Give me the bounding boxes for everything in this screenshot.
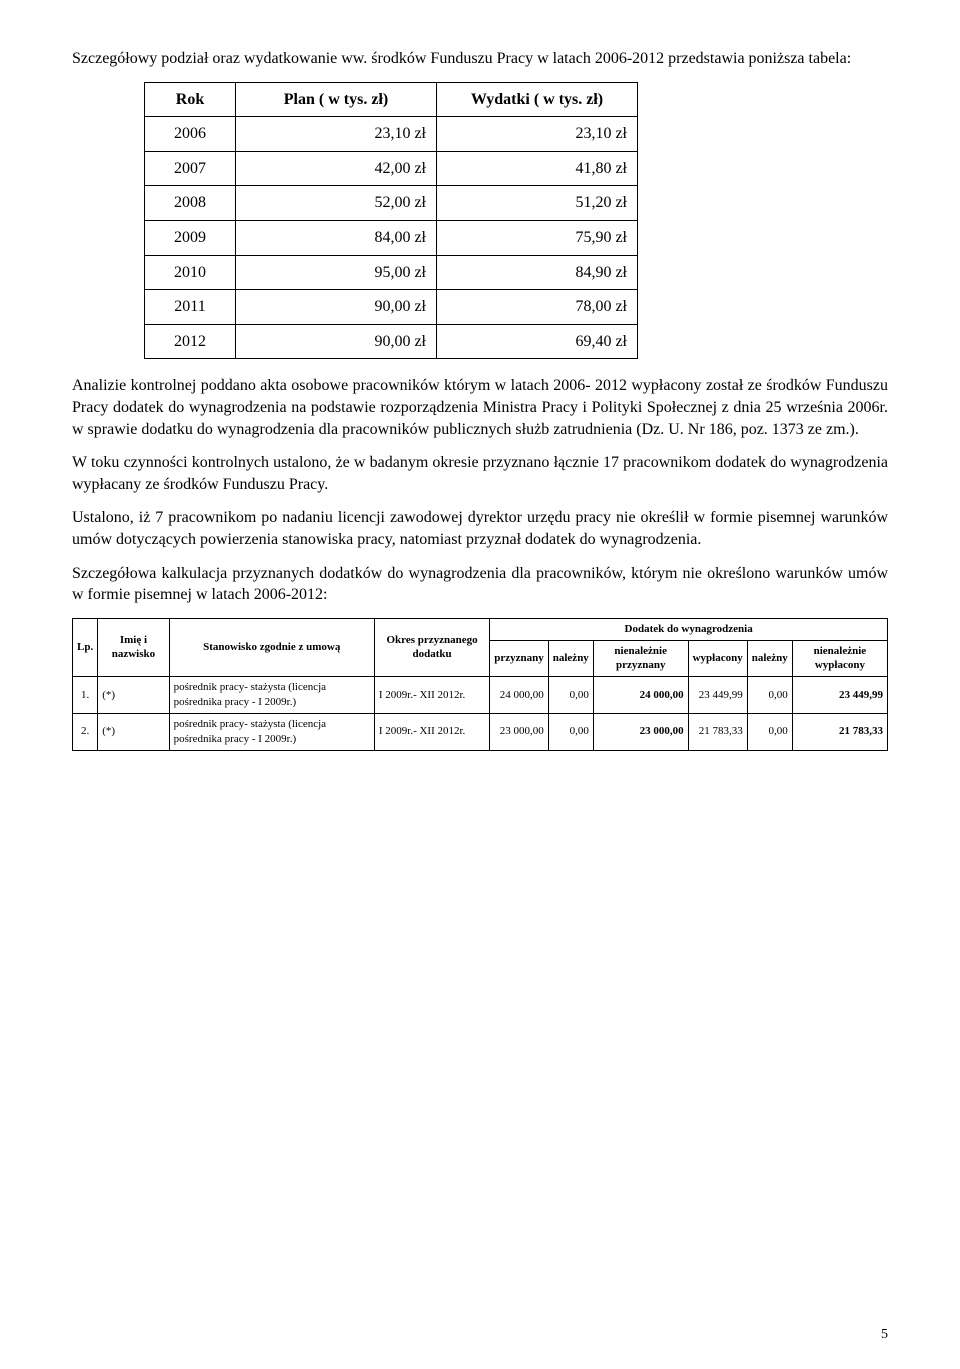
cell-wyplacony: 23 449,99 — [688, 677, 747, 714]
cell-plan: 95,00 zł — [236, 255, 437, 290]
cell-year: 2009 — [145, 220, 236, 255]
cell-lp: 1. — [73, 677, 98, 714]
funds-table: Rok Plan ( w tys. zł) Wydatki ( w tys. z… — [144, 82, 638, 360]
cell-year: 2007 — [145, 151, 236, 186]
cell-przyznany: 24 000,00 — [490, 677, 549, 714]
cell-wydatki: 23,10 zł — [437, 117, 638, 152]
table-row: 200852,00 zł51,20 zł — [145, 186, 638, 221]
col-nienal-przy: nienależnie przyznany — [593, 640, 688, 677]
cell-okres: I 2009r.- XII 2012r. — [374, 677, 489, 714]
table-row: 1.(*)pośrednik pracy- stażysta (licencja… — [73, 677, 888, 714]
cell-plan: 90,00 zł — [236, 290, 437, 325]
cell-nienal-wypl: 23 449,99 — [792, 677, 887, 714]
cell-plan: 23,10 zł — [236, 117, 437, 152]
table-row: 201190,00 zł78,00 zł — [145, 290, 638, 325]
body-paragraph: W toku czynności kontrolnych ustalono, ż… — [72, 452, 888, 495]
table-row: 200623,10 zł23,10 zł — [145, 117, 638, 152]
cell-nienal-przy: 24 000,00 — [593, 677, 688, 714]
cell-plan: 90,00 zł — [236, 324, 437, 359]
col-wyplacony: wypłacony — [688, 640, 747, 677]
col-imie: Imię i nazwisko — [98, 618, 169, 677]
cell-wydatki: 84,90 zł — [437, 255, 638, 290]
cell-wydatki: 41,80 zł — [437, 151, 638, 186]
body-paragraph: Szczegółowa kalkulacja przyznanych dodat… — [72, 563, 888, 606]
table-row: 200984,00 zł75,90 zł — [145, 220, 638, 255]
col-lp: Lp. — [73, 618, 98, 677]
cell-lp: 2. — [73, 713, 98, 750]
cell-okres: I 2009r.- XII 2012r. — [374, 713, 489, 750]
cell-year: 2010 — [145, 255, 236, 290]
cell-wydatki: 78,00 zł — [437, 290, 638, 325]
cell-plan: 42,00 zł — [236, 151, 437, 186]
col-okres: Okres przyznanego dodatku — [374, 618, 489, 677]
page-number: 5 — [881, 1326, 888, 1345]
cell-wydatki: 69,40 zł — [437, 324, 638, 359]
body-paragraph: Ustalono, iż 7 pracownikom po nadaniu li… — [72, 507, 888, 550]
cell-stanowisko: pośrednik pracy- stażysta (licencja pośr… — [169, 677, 374, 714]
table-row: 201290,00 zł69,40 zł — [145, 324, 638, 359]
col-rok: Rok — [145, 82, 236, 117]
col-wydatki: Wydatki ( w tys. zł) — [437, 82, 638, 117]
body-paragraph: Analizie kontrolnej poddano akta osobowe… — [72, 375, 888, 440]
col-dodatek: Dodatek do wynagrodzenia — [490, 618, 888, 640]
cell-wydatki: 51,20 zł — [437, 186, 638, 221]
col-nienal-wypl: nienależnie wypłacony — [792, 640, 887, 677]
cell-przyznany: 23 000,00 — [490, 713, 549, 750]
col-plan: Plan ( w tys. zł) — [236, 82, 437, 117]
cell-year: 2011 — [145, 290, 236, 325]
table-row: 2.(*)pośrednik pracy- stażysta (licencja… — [73, 713, 888, 750]
col-stanowisko: Stanowisko zgodnie z umową — [169, 618, 374, 677]
cell-plan: 84,00 zł — [236, 220, 437, 255]
col-nalezny2: należny — [747, 640, 792, 677]
cell-imie: (*) — [98, 677, 169, 714]
intro-paragraph: Szczegółowy podział oraz wydatkowanie ww… — [72, 48, 888, 70]
cell-nalezny2: 0,00 — [747, 677, 792, 714]
cell-year: 2006 — [145, 117, 236, 152]
cell-nienal-wypl: 21 783,33 — [792, 713, 887, 750]
cell-year: 2012 — [145, 324, 236, 359]
cell-nienal-przy: 23 000,00 — [593, 713, 688, 750]
cell-wydatki: 75,90 zł — [437, 220, 638, 255]
cell-plan: 52,00 zł — [236, 186, 437, 221]
cell-nalezny: 0,00 — [548, 677, 593, 714]
cell-year: 2008 — [145, 186, 236, 221]
cell-stanowisko: pośrednik pracy- stażysta (licencja pośr… — [169, 713, 374, 750]
cell-wyplacony: 21 783,33 — [688, 713, 747, 750]
cell-imie: (*) — [98, 713, 169, 750]
table-row: 200742,00 zł41,80 zł — [145, 151, 638, 186]
cell-nalezny2: 0,00 — [747, 713, 792, 750]
col-nalezny: należny — [548, 640, 593, 677]
col-przyznany: przyznany — [490, 640, 549, 677]
salary-supplement-table: Lp. Imię i nazwisko Stanowisko zgodnie z… — [72, 618, 888, 751]
cell-nalezny: 0,00 — [548, 713, 593, 750]
table-row: 201095,00 zł84,90 zł — [145, 255, 638, 290]
